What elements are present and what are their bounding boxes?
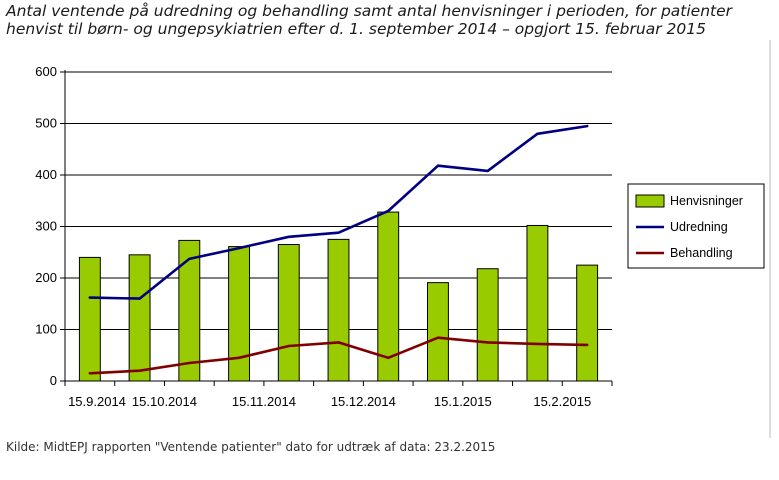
point-udredning	[585, 124, 589, 128]
point-udredning	[387, 209, 390, 213]
legend-swatch-henvisninger	[635, 194, 665, 208]
x-tick-label: 15.9.2014	[68, 394, 126, 409]
line-series	[88, 124, 589, 375]
legend-label-behandling: Behandling	[670, 246, 733, 260]
point-behandling	[585, 343, 589, 347]
point-behandling	[138, 369, 141, 372]
bar-henvisninger	[178, 239, 201, 382]
y-tick-label: 0	[50, 373, 57, 388]
y-tick-label: 300	[35, 219, 57, 234]
y-tick-label: 400	[35, 167, 57, 182]
axes: 0 100 200 300 400 500 600 15.9.2014 15.10.2014 15…	[35, 40, 771, 438]
bar-henvisninger	[476, 268, 499, 382]
bar-henvisninger	[327, 238, 350, 382]
source-note: Kilde: MidtEPJ rapporten "Ventende patie…	[6, 440, 496, 454]
point-behandling	[436, 336, 440, 339]
legend-label-udredning: Udredning	[670, 220, 728, 234]
x-tick-label: 15.12.2014	[331, 394, 396, 409]
bar-henvisninger	[526, 224, 549, 382]
legend-label-henvisninger: Henvisninger	[670, 194, 743, 208]
y-tick-label: 100	[35, 322, 57, 337]
legend: Henvisninger Udredning Behandling	[627, 183, 765, 269]
point-udredning	[188, 257, 191, 261]
x-tick-label: 15.11.2014	[232, 394, 296, 409]
bar-henvisninger	[427, 282, 449, 382]
y-tick-label: 200	[35, 270, 57, 285]
point-behandling	[188, 361, 191, 365]
chart-title-line-2: henvist til børn- og ungepsykiatrien eft…	[6, 20, 706, 38]
y-tick-label: 500	[35, 116, 57, 131]
bar-henvisninger	[277, 244, 300, 382]
point-behandling	[88, 372, 92, 375]
point-udredning	[337, 231, 340, 234]
bar-henvisninger	[228, 246, 250, 382]
point-behandling	[536, 342, 539, 346]
point-behandling	[337, 341, 340, 344]
y-tick-label: 600	[35, 64, 57, 79]
point-behandling	[287, 344, 290, 348]
point-udredning	[237, 246, 241, 250]
point-behandling	[237, 356, 241, 360]
chart-title: Antal ventende på udredning og behandlin…	[6, 2, 766, 38]
point-behandling	[486, 341, 489, 344]
point-udredning	[436, 164, 440, 167]
point-udredning	[536, 132, 539, 135]
bar-henvisninger	[576, 264, 599, 382]
x-tick-label: 15.2.2015	[533, 394, 591, 409]
x-tick-label: 15.1.2015	[434, 394, 492, 409]
bar-series	[78, 211, 599, 382]
x-tick-label: 15.10.2014	[132, 394, 197, 409]
point-udredning	[88, 296, 92, 299]
point-udredning	[287, 235, 290, 238]
point-behandling	[387, 356, 390, 360]
point-udredning	[486, 169, 489, 173]
bar-henvisninger	[128, 254, 151, 382]
chart-title-line-1: Antal ventende på udredning og behandlin…	[6, 2, 733, 20]
combo-chart: 0 100 200 300 400 500 600 15.9.2014 15.10.2014 15…	[35, 40, 771, 438]
bar-henvisninger	[78, 256, 101, 382]
point-udredning	[138, 297, 141, 300]
